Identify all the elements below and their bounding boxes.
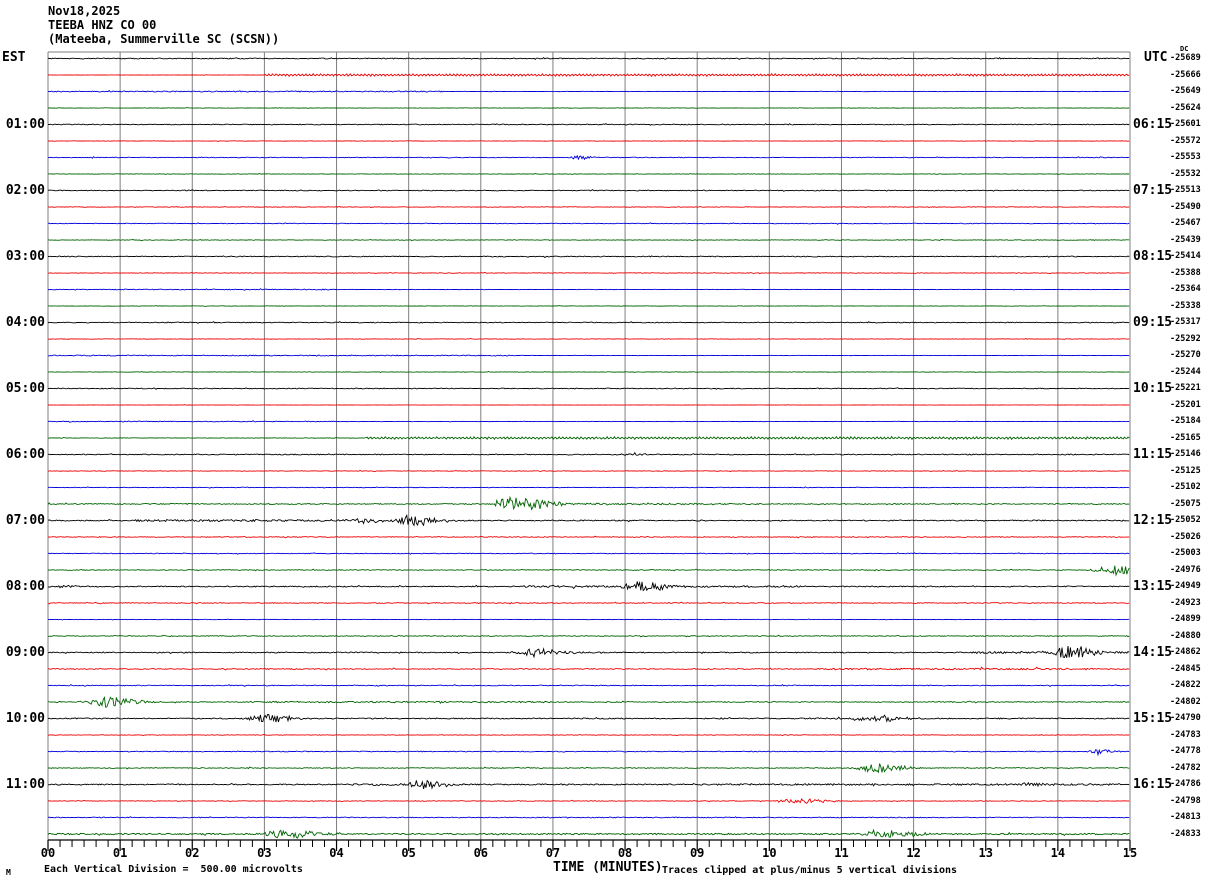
est-time-label: 11:00 bbox=[5, 776, 45, 792]
utc-time-label: 07:15 bbox=[1133, 182, 1173, 198]
utc-time-label: 09:15 bbox=[1133, 314, 1173, 330]
dc-offset-value: -24783 bbox=[1170, 729, 1201, 740]
dc-offset-value: -25649 bbox=[1170, 86, 1201, 96]
dc-offset-value: -25184 bbox=[1170, 416, 1201, 426]
dc-offset-value: -25601 bbox=[1170, 119, 1201, 129]
station-code-label: TEEBA HNZ CO 00 bbox=[48, 18, 157, 32]
dc-offset-value: -24976 bbox=[1170, 564, 1201, 575]
utc-time-label: 15:15 bbox=[1133, 710, 1173, 726]
utc-time-label: 11:15 bbox=[1133, 446, 1173, 462]
dc-offset-value: -24802 bbox=[1170, 696, 1201, 707]
scale-note: Each Vertical Division = 500.00 microvol… bbox=[44, 864, 303, 875]
est-time-label: 07:00 bbox=[5, 512, 45, 528]
dc-offset-value: -25317 bbox=[1170, 317, 1201, 327]
dc-offset-value: -24790 bbox=[1170, 713, 1201, 723]
x-axis-tick-label: 11 bbox=[834, 846, 849, 860]
dc-offset-value: -25553 bbox=[1170, 152, 1201, 162]
utc-time-label: 10:15 bbox=[1133, 380, 1173, 396]
dc-offset-value: -24782 bbox=[1170, 762, 1201, 773]
dc-offset-value: -25125 bbox=[1170, 465, 1201, 476]
dc-offset-value: -25052 bbox=[1170, 515, 1201, 525]
watermark-glyph: M bbox=[6, 868, 11, 877]
utc-time-label: 14:15 bbox=[1133, 644, 1173, 660]
dc-offset-value: -24899 bbox=[1170, 614, 1201, 624]
dc-offset-value: -25102 bbox=[1170, 482, 1201, 492]
dc-offset-value: -25201 bbox=[1170, 399, 1201, 410]
x-axis-tick-label: 07 bbox=[545, 846, 561, 860]
clip-note: Traces clipped at plus/minus 5 vertical … bbox=[662, 865, 958, 876]
est-axis-label: EST bbox=[2, 50, 26, 65]
dc-offset-value: -25388 bbox=[1170, 267, 1201, 278]
x-axis-tick-label: 09 bbox=[689, 846, 705, 860]
dc-offset-value: -25490 bbox=[1170, 201, 1201, 212]
dc-offset-value: -25026 bbox=[1170, 531, 1201, 542]
dc-offset-value: -24845 bbox=[1170, 663, 1201, 674]
est-time-label: 05:00 bbox=[5, 380, 45, 396]
dc-offset-value: -24813 bbox=[1170, 812, 1201, 822]
dc-offset-value: -25292 bbox=[1170, 333, 1201, 344]
dc-offset-value: -25572 bbox=[1170, 135, 1201, 146]
utc-time-label: 12:15 bbox=[1133, 512, 1173, 528]
station-location-label: (Mateeba, Summerville SC (SCSN)) bbox=[48, 32, 280, 46]
dc-offset-value: -25414 bbox=[1170, 251, 1201, 261]
dc-offset-value: -25467 bbox=[1170, 218, 1201, 228]
est-time-label: 09:00 bbox=[5, 644, 45, 660]
dc-offset-value: -25244 bbox=[1170, 366, 1201, 377]
dc-offset-value: -24786 bbox=[1170, 779, 1201, 789]
dc-offset-value: -25165 bbox=[1170, 432, 1201, 443]
dc-offset-value: -24798 bbox=[1170, 795, 1201, 806]
est-time-label: 02:00 bbox=[5, 182, 45, 198]
est-time-label: 01:00 bbox=[5, 116, 45, 132]
x-axis-tick-label: 15 bbox=[1122, 846, 1138, 860]
est-time-label: 06:00 bbox=[5, 446, 45, 462]
dc-offset-value: -24862 bbox=[1170, 647, 1201, 657]
dc-offset-value: -24778 bbox=[1170, 746, 1201, 756]
dc-offset-value: -25666 bbox=[1170, 69, 1201, 80]
x-axis-tick-label: 00 bbox=[40, 846, 56, 860]
x-axis-tick-label: 03 bbox=[257, 846, 272, 860]
dc-offset-value: -24833 bbox=[1170, 828, 1201, 839]
utc-axis-label: UTC bbox=[1144, 50, 1168, 65]
dc-offset-value: -25003 bbox=[1170, 548, 1201, 558]
dc-offset-value: -25221 bbox=[1170, 383, 1201, 393]
dc-offset-value: -25364 bbox=[1170, 284, 1201, 294]
utc-time-label: 16:15 bbox=[1133, 776, 1173, 792]
utc-time-label: 08:15 bbox=[1133, 248, 1173, 264]
dc-offset-value: -25532 bbox=[1170, 168, 1201, 179]
x-axis-tick-label: 13 bbox=[978, 846, 993, 860]
x-axis-tick-label: 14 bbox=[1050, 846, 1066, 860]
dc-offset-value: -25513 bbox=[1170, 185, 1201, 195]
dc-offset-value: -25439 bbox=[1170, 234, 1201, 245]
dc-offset-value: -25075 bbox=[1170, 498, 1201, 509]
est-time-label: 04:00 bbox=[5, 314, 45, 330]
x-axis-tick-label: 01 bbox=[112, 846, 128, 860]
dc-offset-value: -25270 bbox=[1170, 350, 1201, 360]
x-axis-tick-label: 06 bbox=[473, 846, 489, 860]
dc-column-label: DC bbox=[1180, 45, 1189, 53]
dc-offset-value: -25689 bbox=[1170, 53, 1201, 63]
dc-offset-value: -24880 bbox=[1170, 630, 1201, 641]
dc-offset-value: -25146 bbox=[1170, 449, 1201, 459]
est-time-label: 08:00 bbox=[5, 578, 45, 594]
est-time-label: 03:00 bbox=[5, 248, 45, 264]
dc-offset-value: -24949 bbox=[1170, 581, 1201, 591]
dc-offset-value: -24923 bbox=[1170, 597, 1201, 608]
x-axis-title: TIME (MINUTES) bbox=[553, 860, 663, 875]
dc-offset-value: -25624 bbox=[1170, 102, 1201, 113]
x-axis-tick-label: 08 bbox=[617, 846, 633, 860]
x-axis-tick-label: 02 bbox=[185, 846, 200, 860]
x-axis-tick-label: 04 bbox=[329, 846, 344, 860]
utc-time-label: 13:15 bbox=[1133, 578, 1173, 594]
x-axis-tick-label: 10 bbox=[762, 846, 777, 860]
x-axis-tick-label: 12 bbox=[906, 846, 921, 860]
x-axis-tick-label: 05 bbox=[401, 846, 416, 860]
dc-offset-value: -24822 bbox=[1170, 680, 1201, 690]
dc-offset-value: -25338 bbox=[1170, 300, 1201, 311]
est-time-label: 10:00 bbox=[5, 710, 45, 726]
utc-time-label: 06:15 bbox=[1133, 116, 1173, 132]
date-label: Nov18,2025 bbox=[48, 4, 121, 18]
